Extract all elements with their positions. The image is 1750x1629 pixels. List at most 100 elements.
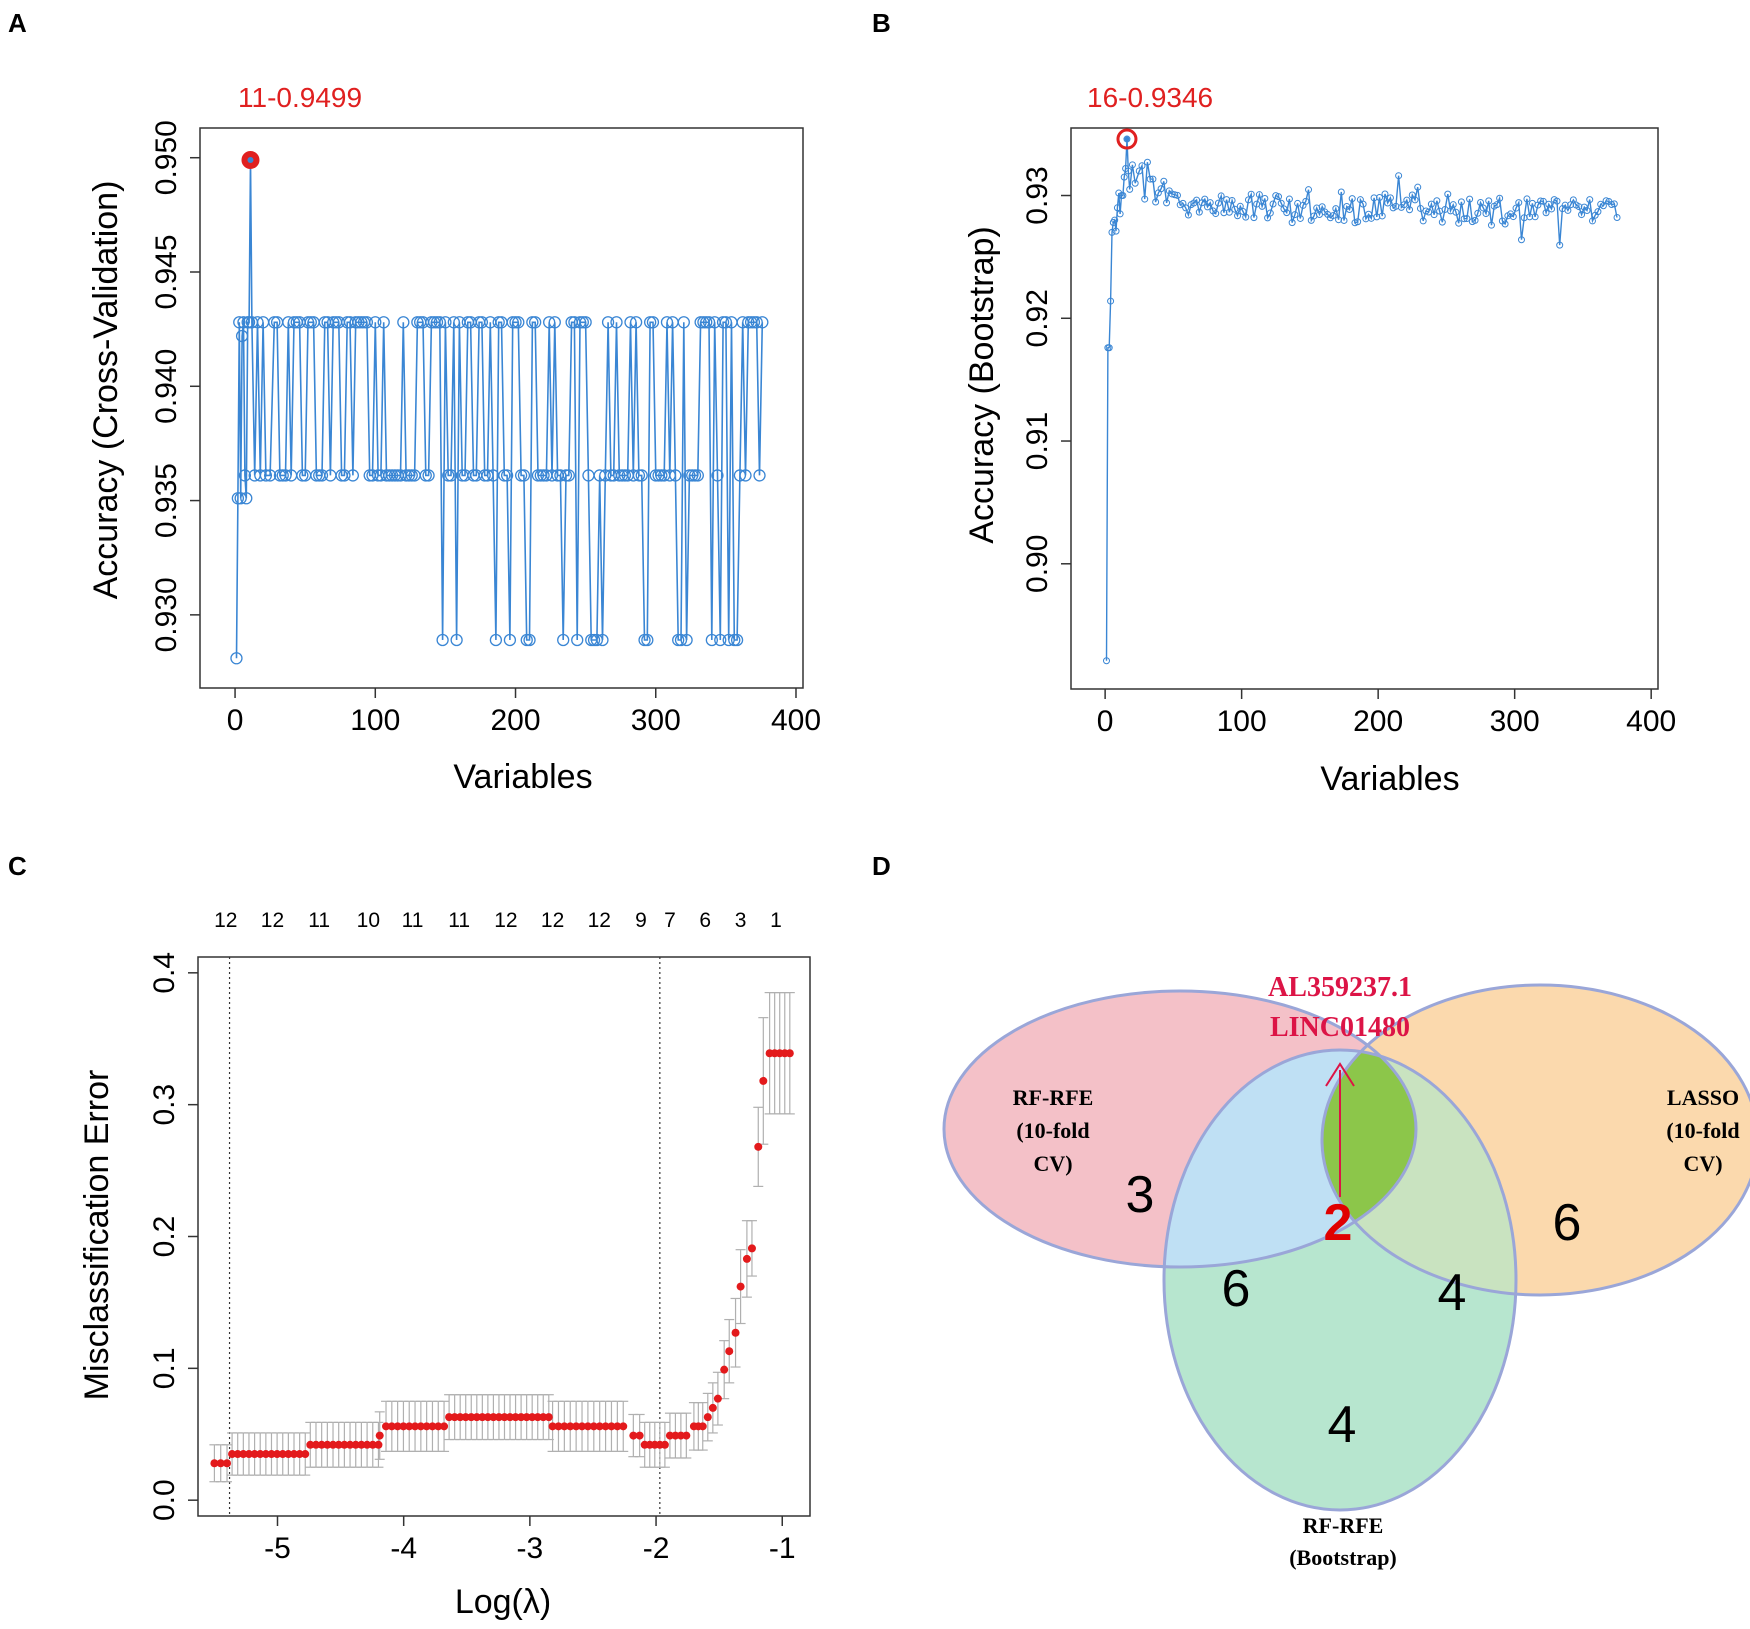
data-point: [1474, 209, 1482, 217]
data-point: [1291, 211, 1299, 219]
data-point: [694, 316, 707, 329]
data-point: [1266, 209, 1274, 217]
x-tick-label: 400: [771, 704, 821, 737]
data-point: [629, 1431, 638, 1440]
data-point: [643, 316, 657, 329]
data-point: [544, 1413, 553, 1422]
data-point: [1345, 206, 1353, 214]
best-point: [1124, 136, 1130, 142]
data-point: [601, 1422, 610, 1431]
top-axis-label: 3: [735, 909, 747, 932]
data-point: [635, 469, 648, 482]
venn-outline-lasso: [1320, 983, 1750, 1297]
data-point: [310, 469, 323, 482]
x-tick-label: -4: [390, 1532, 417, 1565]
data-point: [296, 469, 309, 482]
panel-label-b: B: [872, 8, 891, 38]
data-point: [1509, 213, 1517, 221]
data-point: [677, 316, 690, 329]
data-point: [1460, 215, 1468, 223]
data-point: [1138, 162, 1146, 170]
data-point: [235, 329, 249, 343]
data-point: [1124, 167, 1132, 175]
data-point: [528, 1413, 537, 1422]
x-tick-label: 200: [1353, 705, 1403, 738]
y-tick-label: 0.91: [1021, 412, 1054, 470]
chart-b-best-marker: [1116, 128, 1138, 150]
data-point: [357, 1440, 366, 1449]
data-point: [1403, 196, 1411, 204]
x-tick-label: 300: [631, 704, 681, 737]
data-point: [276, 469, 289, 482]
chart-a: 11-0.9499 0 100 200 300 400 0.930 0.935 0.940 0.…: [87, 82, 821, 796]
x-tick-label: 200: [490, 704, 540, 737]
data-point: [1406, 206, 1414, 214]
data-point: [239, 1450, 248, 1459]
data-point: [329, 1440, 338, 1449]
data-point: [1255, 191, 1263, 199]
data-point: [705, 633, 718, 647]
data-point: [674, 633, 688, 647]
data-point: [1564, 206, 1572, 214]
data-point: [506, 1413, 515, 1422]
data-point: [500, 1413, 509, 1422]
data-point: [346, 1440, 355, 1449]
chart-a-ylabel: Accuracy (Cross-Validation): [87, 181, 125, 600]
data-point: [411, 316, 424, 329]
chart-c-series: [209, 991, 795, 1483]
data-point: [1261, 194, 1269, 202]
data-point: [660, 316, 674, 329]
data-point: [1329, 212, 1337, 220]
top-axis-label: 7: [664, 909, 676, 932]
top-axis-label: 11: [308, 909, 330, 932]
data-point: [511, 1413, 520, 1422]
data-point: [1163, 199, 1171, 207]
data-point: [498, 469, 511, 482]
data-point: [306, 1440, 315, 1449]
x-tick-label: 0: [227, 704, 244, 737]
data-point: [242, 316, 256, 329]
x-tick-label: 300: [1490, 705, 1540, 738]
data-point: [680, 633, 693, 647]
data-point: [351, 1440, 360, 1449]
data-point: [1553, 197, 1561, 205]
data-point: [304, 316, 317, 329]
data-point: [1493, 201, 1501, 209]
best-point-ring: [1116, 128, 1138, 150]
data-point: [352, 316, 365, 329]
data-point: [434, 1422, 443, 1431]
data-point: [1561, 201, 1569, 209]
data-point: [728, 633, 741, 647]
chart-c-xlabel: Log(λ): [455, 1583, 551, 1621]
data-point: [714, 633, 727, 647]
data-point: [1479, 204, 1487, 212]
panel-label-c: C: [8, 851, 27, 881]
data-point: [1173, 191, 1181, 199]
data-point: [1348, 195, 1356, 203]
data-point: [683, 469, 696, 482]
data-point: [445, 1413, 454, 1422]
data-point: [509, 316, 522, 329]
top-axis-label: 12: [214, 909, 237, 932]
data-point: [240, 492, 253, 505]
data-point: [750, 316, 763, 329]
data-point: [1411, 196, 1419, 204]
data-point: [279, 469, 292, 482]
data-point: [649, 469, 662, 482]
data-point: [599, 469, 612, 482]
data-point: [422, 1422, 431, 1431]
y-tick-label: 0.3: [148, 1084, 181, 1126]
data-point: [1128, 161, 1136, 169]
data-point: [238, 469, 252, 482]
data-point: [572, 1422, 581, 1431]
data-point: [1477, 199, 1485, 207]
data-point: [1485, 197, 1493, 205]
data-point: [554, 469, 567, 482]
data-point: [311, 1440, 320, 1449]
data-point: [1274, 193, 1282, 201]
data-point: [1160, 177, 1168, 185]
venn-name-lasso-line2: (10-fold: [1666, 1118, 1739, 1143]
data-point: [1277, 199, 1285, 207]
chart-c-ylabel: Misclassification Error: [78, 1070, 116, 1401]
